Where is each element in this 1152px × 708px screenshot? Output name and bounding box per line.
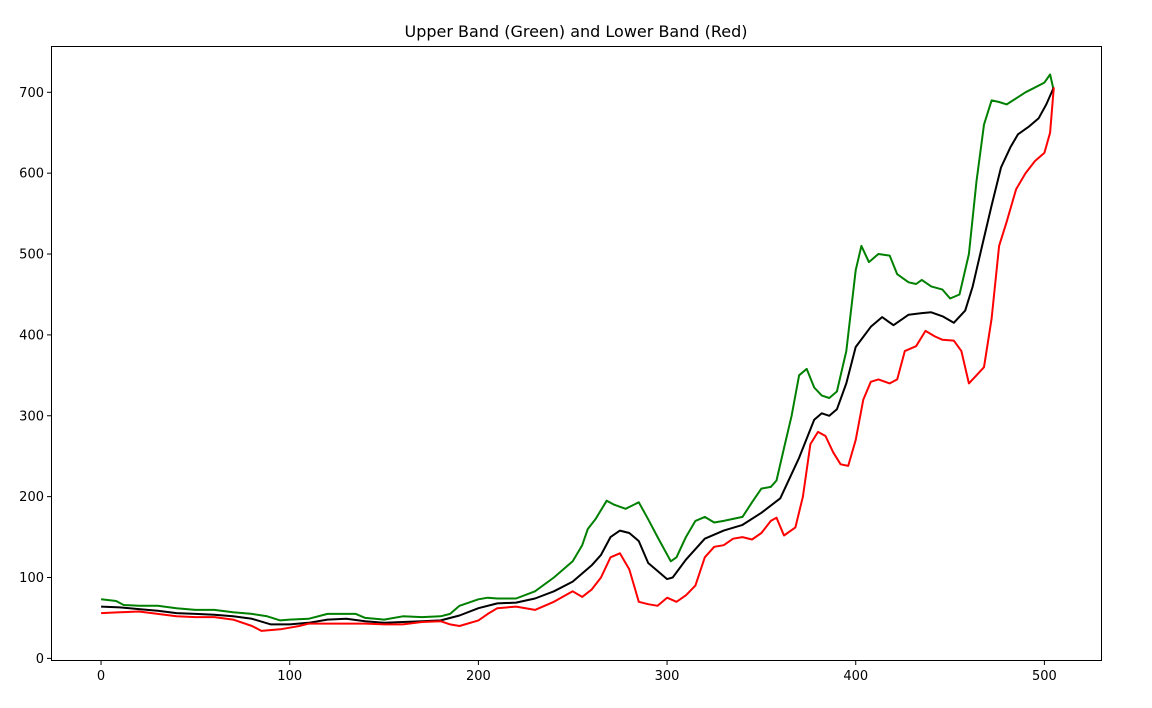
y-tick-label: 500 — [19, 248, 44, 263]
chart-title: Upper Band (Green) and Lower Band (Red) — [405, 22, 748, 41]
x-tick-label: 100 — [277, 669, 302, 684]
y-tick-label: 100 — [19, 571, 44, 586]
x-tick-label: 300 — [655, 669, 680, 684]
series-line-1 — [101, 86, 1055, 626]
y-tick-label: 600 — [19, 167, 44, 182]
series-line-0 — [100, 73, 1055, 622]
y-tick-label: 0 — [36, 652, 44, 667]
y-tick-label: 400 — [19, 328, 44, 343]
x-tick-label: 500 — [1032, 669, 1057, 684]
x-tick-label: 0 — [97, 669, 105, 684]
x-tick-label: 200 — [466, 669, 491, 684]
y-axis: 0 100 200 300 400 500 600 700 — [19, 86, 52, 667]
y-tick-label: 700 — [19, 86, 44, 101]
x-axis: 0 100 200 300 400 500 — [97, 660, 1057, 684]
x-tick-label: 400 — [843, 669, 868, 684]
y-tick-label: 200 — [19, 490, 44, 505]
series-line-2 — [101, 87, 1055, 632]
plot-frame — [51, 46, 1102, 661]
plot-lines — [100, 73, 1055, 632]
y-tick-label: 300 — [19, 409, 44, 424]
